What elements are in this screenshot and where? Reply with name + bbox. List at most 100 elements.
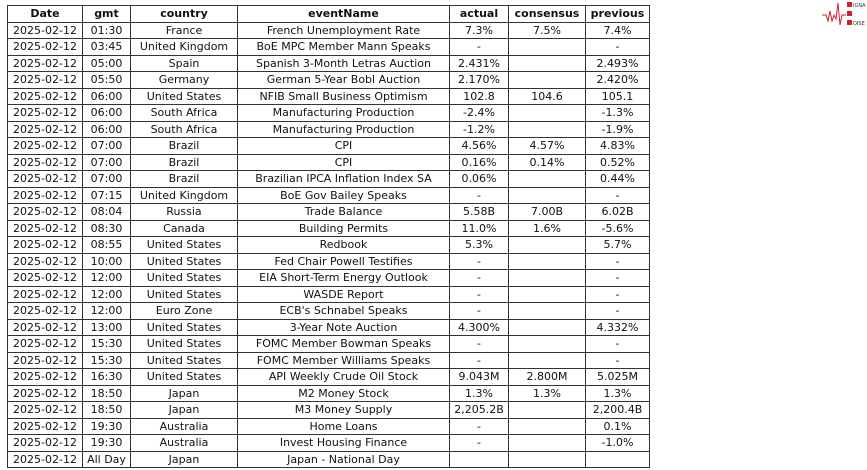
cell-event-name: Invest Housing Finance [237, 434, 450, 452]
cell-consensus [508, 54, 586, 72]
cell-previous: -1.9% [585, 120, 650, 138]
cell-actual: 0.06% [449, 170, 509, 188]
cell-actual: - [449, 186, 509, 204]
table-row: 2025-02-12 15:30 United States FOMC Member … [7, 335, 650, 353]
cell-event-name: Brazilian IPCA Inflation Index SA [237, 170, 450, 188]
cell-gmt: 15:30 [82, 335, 131, 353]
cell-actual: 9.043M [449, 368, 509, 386]
cell-consensus [508, 434, 586, 452]
cell-country: United States [130, 252, 238, 270]
cell-actual: 4.56% [449, 137, 509, 155]
cell-consensus [508, 401, 586, 419]
cell-consensus [508, 450, 586, 468]
table-row: 2025-02-12 06:00 United States NFIB Small B… [7, 87, 650, 105]
cell-event-name: Redbook [237, 236, 450, 254]
table-row: 2025-02-12 08:30 Canada Building Permits 11.… [7, 219, 650, 237]
cell-gmt: 05:50 [82, 71, 131, 89]
table-row: 2025-02-12 16:30 United States API Weekly C… [7, 368, 650, 386]
cell-actual: 0.16% [449, 153, 509, 171]
cell-consensus [508, 252, 586, 270]
cell-actual: - [449, 285, 509, 303]
cell-consensus [508, 38, 586, 56]
cell-consensus [508, 236, 586, 254]
cell-country: United Kingdom [130, 186, 238, 204]
cell-previous: - [585, 335, 650, 353]
cell-date: 2025-02-12 [7, 120, 83, 138]
table-row: 2025-02-12 19:30 Australia Invest Housing F… [7, 434, 650, 452]
cell-country: Australia [130, 417, 238, 435]
cell-consensus: 104.6 [508, 87, 586, 105]
cell-gmt: 07:15 [82, 186, 131, 204]
cell-actual: -1.2% [449, 120, 509, 138]
table-row: 2025-02-12 07:00 Brazil CPI 4.56% 4.57% 4.83% [7, 137, 650, 155]
cell-consensus: 7.5% [508, 21, 586, 39]
cell-previous: - [585, 252, 650, 270]
table-row: 2025-02-12 03:45 United Kingdom BoE MPC Mem… [7, 38, 650, 56]
cell-event-name: Fed Chair Powell Testifies [237, 252, 450, 270]
cell-country: United States [130, 351, 238, 369]
cell-previous: - [585, 269, 650, 287]
svg-text:OISE: OISE [853, 21, 865, 27]
cell-date: 2025-02-12 [7, 269, 83, 287]
cell-country: United States [130, 236, 238, 254]
cell-country: South Africa [130, 120, 238, 138]
table-row: 2025-02-12 05:00 Spain Spanish 3-Month Letr… [7, 54, 650, 72]
cell-country: Japan [130, 401, 238, 419]
cell-actual: - [449, 335, 509, 353]
table-row: 2025-02-12 01:30 France French Unemployment… [7, 21, 650, 39]
table-row: 2025-02-12 07:15 United Kingdom BoE Gov Bai… [7, 186, 650, 204]
cell-date: 2025-02-12 [7, 318, 83, 336]
cell-consensus [508, 285, 586, 303]
cell-event-name: Manufacturing Production [237, 104, 450, 122]
cell-gmt: 08:04 [82, 203, 131, 221]
column-header-previous: previous [585, 5, 650, 23]
cell-date: 2025-02-12 [7, 137, 83, 155]
cell-country: Brazil [130, 137, 238, 155]
table-row: 2025-02-12 07:00 Brazil Brazilian IPCA Infl… [7, 170, 650, 188]
cell-previous: 2.493% [585, 54, 650, 72]
cell-event-name: WASDE Report [237, 285, 450, 303]
cell-date: 2025-02-12 [7, 434, 83, 452]
table-row: 2025-02-12 06:00 South Africa Manufacturing… [7, 104, 650, 122]
cell-event-name: Building Permits [237, 219, 450, 237]
cell-date: 2025-02-12 [7, 54, 83, 72]
cell-gmt: All Day [82, 450, 131, 468]
cell-previous: 5.7% [585, 236, 650, 254]
cell-gmt: 18:50 [82, 401, 131, 419]
cell-country: Brazil [130, 153, 238, 171]
cell-country: Canada [130, 219, 238, 237]
cell-consensus [508, 417, 586, 435]
cell-actual: 5.3% [449, 236, 509, 254]
cell-date: 2025-02-12 [7, 38, 83, 56]
cell-consensus [508, 120, 586, 138]
cell-consensus: 7.00B [508, 203, 586, 221]
cell-gmt: 15:30 [82, 351, 131, 369]
cell-previous: 4.83% [585, 137, 650, 155]
cell-previous: 7.4% [585, 21, 650, 39]
cell-gmt: 07:00 [82, 170, 131, 188]
cell-country: Australia [130, 434, 238, 452]
cell-date: 2025-02-12 [7, 384, 83, 402]
table-row: 2025-02-12 05:50 Germany German 5-Year Bobl… [7, 71, 650, 89]
cell-event-name: API Weekly Crude Oil Stock [237, 368, 450, 386]
cell-event-name: FOMC Member Bowman Speaks [237, 335, 450, 353]
cell-date: 2025-02-12 [7, 203, 83, 221]
cell-event-name: M2 Money Stock [237, 384, 450, 402]
cell-previous: - [585, 186, 650, 204]
cell-previous: 2.420% [585, 71, 650, 89]
cell-actual: - [449, 269, 509, 287]
cell-event-name: BoE Gov Bailey Speaks [237, 186, 450, 204]
cell-country: Spain [130, 54, 238, 72]
cell-date: 2025-02-12 [7, 219, 83, 237]
cell-actual: 11.0% [449, 219, 509, 237]
cell-country: United Kingdom [130, 38, 238, 56]
cell-country: Russia [130, 203, 238, 221]
economic-calendar-table: Date gmt country eventName actual consensus pr… [7, 5, 650, 468]
table-row: 2025-02-12 08:55 United States Redbook 5.3% 5… [7, 236, 650, 254]
cell-event-name: German 5-Year Bobl Auction [237, 71, 450, 89]
cell-date: 2025-02-12 [7, 285, 83, 303]
cell-previous: 5.025M [585, 368, 650, 386]
cell-consensus: 0.14% [508, 153, 586, 171]
cell-previous: -1.0% [585, 434, 650, 452]
cell-actual: - [449, 252, 509, 270]
